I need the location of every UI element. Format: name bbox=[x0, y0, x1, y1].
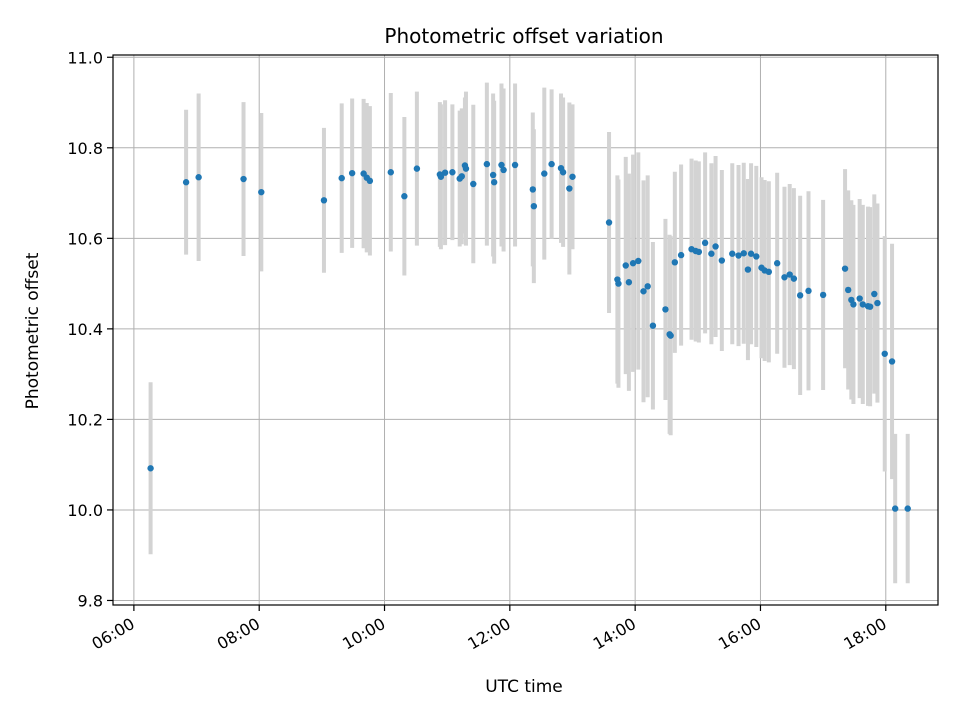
data-point bbox=[747, 250, 755, 257]
data-point bbox=[530, 202, 538, 210]
data-point bbox=[605, 219, 613, 226]
data-point bbox=[387, 169, 394, 176]
y-tick-label: 10.6 bbox=[67, 229, 103, 248]
y-tick-label: 10.8 bbox=[67, 139, 103, 158]
y-tick-label: 9.8 bbox=[78, 591, 103, 610]
data-point bbox=[844, 286, 852, 294]
data-point bbox=[735, 252, 742, 259]
data-point bbox=[904, 505, 911, 512]
data-point bbox=[881, 350, 888, 357]
data-point bbox=[635, 257, 642, 265]
data-point bbox=[566, 185, 573, 192]
data-point bbox=[240, 175, 247, 183]
data-point bbox=[338, 174, 345, 182]
data-point bbox=[541, 170, 548, 177]
data-point bbox=[470, 180, 477, 188]
data-point bbox=[441, 169, 449, 176]
data-point bbox=[413, 165, 421, 172]
data-point bbox=[462, 165, 470, 172]
data-point bbox=[458, 173, 465, 180]
data-point bbox=[258, 188, 265, 196]
data-point bbox=[891, 505, 899, 512]
data-point bbox=[366, 177, 374, 185]
y-axis-label: Photometric offset bbox=[23, 252, 43, 409]
data-point bbox=[708, 250, 715, 257]
data-point bbox=[671, 259, 679, 266]
data-point bbox=[348, 169, 356, 177]
data-point bbox=[649, 322, 657, 329]
data-point bbox=[841, 265, 849, 272]
data-point bbox=[500, 166, 507, 174]
data-point bbox=[667, 332, 674, 339]
data-point bbox=[625, 279, 633, 286]
y-tick-label: 10.4 bbox=[67, 320, 103, 339]
data-point bbox=[195, 174, 202, 181]
data-point bbox=[819, 291, 827, 299]
data-point bbox=[859, 301, 867, 308]
data-point bbox=[874, 299, 881, 307]
data-point bbox=[695, 248, 703, 256]
data-point bbox=[805, 287, 812, 295]
data-point bbox=[781, 274, 788, 281]
data-point bbox=[644, 283, 651, 290]
data-point bbox=[498, 161, 505, 169]
data-point bbox=[773, 260, 781, 267]
y-tick-label: 11.0 bbox=[67, 48, 103, 67]
data-point bbox=[629, 260, 637, 267]
data-point bbox=[662, 306, 669, 313]
chart-title: Photometric offset variation bbox=[384, 24, 663, 48]
data-point bbox=[718, 257, 726, 264]
data-point bbox=[622, 262, 629, 269]
y-tick-label: 10.2 bbox=[67, 410, 103, 429]
data-point bbox=[729, 250, 736, 257]
data-point bbox=[182, 179, 190, 186]
x-axis-label: UTC time bbox=[485, 677, 563, 697]
plot-frame bbox=[112, 54, 939, 606]
data-point bbox=[490, 179, 498, 186]
data-point bbox=[856, 295, 863, 302]
data-point bbox=[712, 243, 719, 250]
data-point bbox=[489, 171, 497, 179]
data-point bbox=[320, 197, 328, 204]
data-point bbox=[559, 169, 567, 176]
data-point bbox=[677, 251, 685, 259]
y-tick-label: 10.0 bbox=[67, 501, 103, 520]
data-point bbox=[850, 301, 857, 308]
data-point bbox=[449, 169, 456, 176]
data-point bbox=[615, 280, 622, 287]
data-point bbox=[529, 186, 537, 193]
data-point bbox=[744, 266, 752, 273]
data-point bbox=[871, 290, 878, 298]
data-point bbox=[753, 253, 760, 260]
data-points bbox=[147, 160, 911, 512]
data-point bbox=[888, 358, 896, 365]
data-point bbox=[401, 193, 408, 200]
data-point bbox=[701, 239, 709, 247]
data-point bbox=[790, 275, 798, 282]
data-point bbox=[866, 303, 874, 310]
data-point bbox=[548, 160, 555, 168]
data-point bbox=[483, 160, 491, 168]
data-point bbox=[796, 292, 804, 299]
data-point bbox=[437, 173, 445, 180]
data-point bbox=[511, 161, 519, 169]
data-point bbox=[765, 268, 773, 276]
data-point bbox=[640, 288, 647, 295]
data-point bbox=[786, 271, 793, 278]
data-point bbox=[147, 465, 154, 472]
data-point bbox=[569, 173, 576, 180]
data-point bbox=[740, 250, 747, 257]
